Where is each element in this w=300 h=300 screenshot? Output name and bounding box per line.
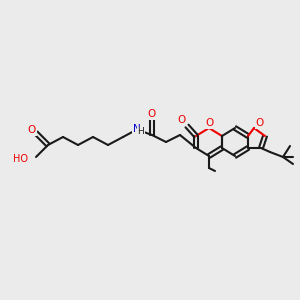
Text: O: O [178, 115, 186, 125]
Text: HO: HO [13, 154, 28, 164]
Text: O: O [256, 118, 264, 128]
Text: N: N [133, 124, 141, 134]
Text: H: H [138, 128, 144, 136]
Text: O: O [148, 109, 156, 119]
Text: O: O [205, 118, 213, 128]
Text: O: O [28, 125, 36, 135]
